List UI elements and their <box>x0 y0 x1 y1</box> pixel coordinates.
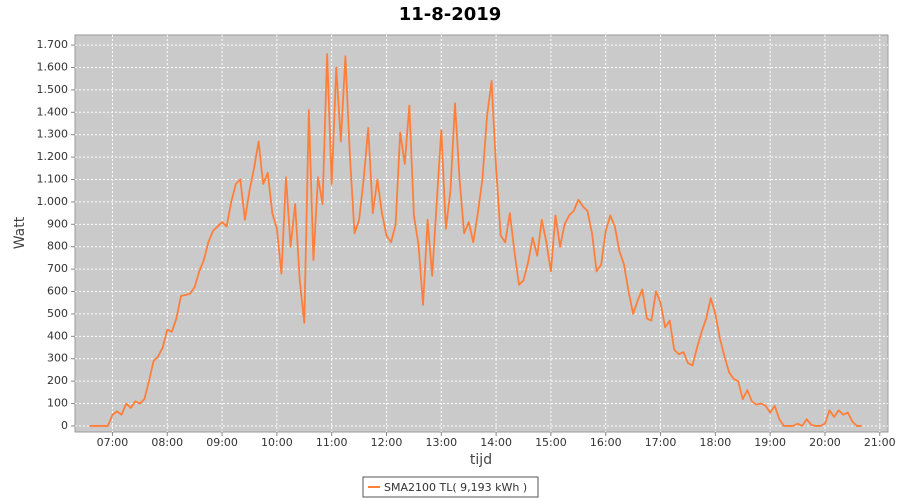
x-tick-label: 20:00 <box>809 436 841 449</box>
y-tick-label: 600 <box>47 285 68 298</box>
plot-area <box>74 34 889 433</box>
y-tick-label: 200 <box>47 374 68 387</box>
x-tick-label: 21:00 <box>864 436 896 449</box>
x-tick-label: 11:00 <box>316 436 348 449</box>
x-tick-label: 19:00 <box>754 436 786 449</box>
y-tick-label: 1.200 <box>37 150 69 163</box>
y-tick-label: 700 <box>47 262 68 275</box>
y-tick-label: 1.400 <box>37 105 69 118</box>
x-tick-label: 10:00 <box>261 436 293 449</box>
x-tick-label: 15:00 <box>535 436 567 449</box>
legend-label: SMA2100 TL( 9,193 kWh ) <box>384 481 527 494</box>
x-tick-label: 17:00 <box>645 436 677 449</box>
x-tick-label: 14:00 <box>480 436 512 449</box>
y-tick-label: 1.100 <box>37 173 69 186</box>
y-tick-label: 1.500 <box>37 83 69 96</box>
y-tick-label: 1.300 <box>37 128 69 141</box>
x-tick-label: 08:00 <box>151 436 183 449</box>
x-tick-label: 13:00 <box>425 436 457 449</box>
y-tick-label: 400 <box>47 329 68 342</box>
x-axis-label: tijd <box>470 452 492 468</box>
y-tick-label: 1.700 <box>37 38 69 51</box>
y-tick-label: 500 <box>47 307 68 320</box>
series-line <box>89 53 862 427</box>
x-tick-label: 09:00 <box>206 436 238 449</box>
chart-title: 11-8-2019 <box>399 4 502 25</box>
y-tick-label: 0 <box>61 419 68 432</box>
y-axis-label: Watt <box>12 216 28 249</box>
x-tick-label: 07:00 <box>97 436 129 449</box>
y-tick-label: 300 <box>47 352 68 365</box>
y-tick-label: 900 <box>47 217 68 230</box>
legend-box <box>362 476 539 498</box>
x-tick-label: 12:00 <box>371 436 403 449</box>
x-tick-label: 18:00 <box>700 436 732 449</box>
y-tick-label: 100 <box>47 397 68 410</box>
y-tick-label: 1.600 <box>37 60 69 73</box>
y-tick-label: 1.000 <box>37 195 69 208</box>
x-tick-label: 16:00 <box>590 436 622 449</box>
y-tick-label: 800 <box>47 240 68 253</box>
